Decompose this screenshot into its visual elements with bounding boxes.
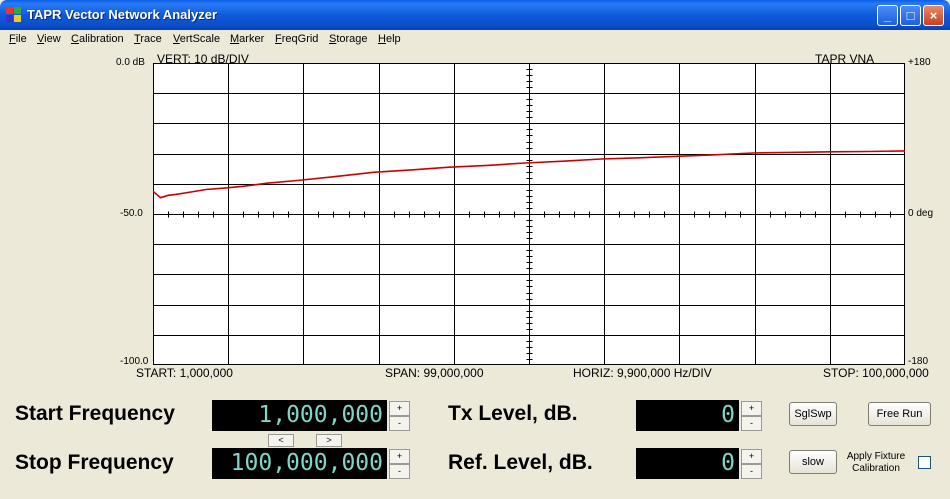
start-freq-label: START: 1,000,000 xyxy=(136,366,233,380)
ref-level-label: Ref. Level, dB. xyxy=(448,451,593,474)
start-frequency-display[interactable]: 1,000,000 xyxy=(212,400,387,431)
close-button[interactable]: × xyxy=(923,5,944,26)
menu-freqgrid[interactable]: FreqGrid xyxy=(275,33,319,45)
tx-level-increment[interactable]: + xyxy=(741,401,762,416)
menu-calibration[interactable]: Calibration xyxy=(71,33,124,45)
app-icon xyxy=(6,7,22,23)
apply-fixture-checkbox[interactable] xyxy=(918,456,931,469)
tx-level-label: Tx Level, dB. xyxy=(448,402,578,425)
minimize-button[interactable]: _ xyxy=(877,5,898,26)
tx-level-decrement[interactable]: - xyxy=(741,416,762,431)
stop-freq-increment[interactable]: + xyxy=(389,449,410,464)
menu-view[interactable]: View xyxy=(37,33,61,45)
menu-file[interactable]: File xyxy=(9,33,27,45)
network-analyzer-chart xyxy=(153,63,905,365)
tx-level-display[interactable]: 0 xyxy=(636,400,739,431)
phase-bottom-label: -180 xyxy=(908,356,929,367)
trace-line xyxy=(153,150,905,199)
y-mid-label: -50.0 xyxy=(120,208,143,219)
span-label: SPAN: 99,000,000 xyxy=(385,366,484,380)
phase-top-label: +180 xyxy=(908,57,931,68)
stop-freq-decrement[interactable]: - xyxy=(389,464,410,479)
menu-bar: File View Calibration Trace VertScale Ma… xyxy=(0,30,950,49)
menu-trace[interactable]: Trace xyxy=(134,33,162,45)
start-freq-increment[interactable]: + xyxy=(389,401,410,416)
window-title: TAPR Vector Network Analyzer xyxy=(27,7,217,22)
phase-mid-label: 0 deg xyxy=(908,208,934,219)
maximize-button[interactable]: □ xyxy=(900,5,921,26)
ref-level-increment[interactable]: + xyxy=(741,449,762,464)
slow-button[interactable]: slow xyxy=(789,450,837,474)
menu-vertscale[interactable]: VertScale xyxy=(173,33,221,45)
brand-label: TAPR VNA xyxy=(815,52,875,66)
horiz-scale-label: HORIZ: 9,900,000 Hz/DIV xyxy=(573,366,712,380)
y-top-label: 0.0 dB xyxy=(116,57,145,68)
plot-area xyxy=(153,63,905,365)
apply-fixture-label: Apply Fixture Calibration xyxy=(846,451,906,474)
stop-frequency-label: Stop Frequency xyxy=(15,451,174,474)
ref-level-decrement[interactable]: - xyxy=(741,464,762,479)
stop-frequency-display[interactable]: 100,000,000 xyxy=(212,448,387,479)
vert-scale-label: VERT: 10 dB/DIV xyxy=(157,52,249,66)
start-freq-decrement[interactable]: - xyxy=(389,416,410,431)
free-run-button[interactable]: Free Run xyxy=(868,402,931,426)
title-bar[interactable]: TAPR Vector Network Analyzer _ □ × xyxy=(0,0,950,30)
menu-storage[interactable]: Storage xyxy=(329,33,368,45)
menu-marker[interactable]: Marker xyxy=(230,33,265,45)
stop-freq-label: STOP: 100,000,000 xyxy=(823,366,929,380)
menu-help[interactable]: Help xyxy=(378,33,401,45)
cursor-right-button[interactable]: > xyxy=(316,434,342,447)
y-bottom-label: -100.0 xyxy=(120,356,149,367)
single-sweep-button[interactable]: SglSwp xyxy=(789,402,837,426)
ref-level-display[interactable]: 0 xyxy=(636,448,739,479)
cursor-left-button[interactable]: < xyxy=(268,434,294,447)
start-frequency-label: Start Frequency xyxy=(15,402,175,425)
